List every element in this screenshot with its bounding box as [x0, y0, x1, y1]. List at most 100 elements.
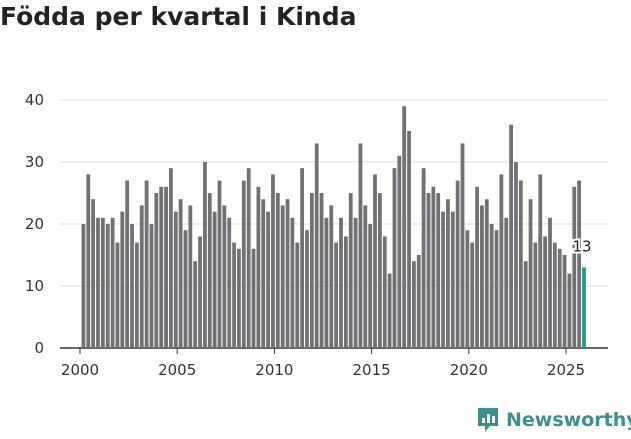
bar	[368, 224, 373, 348]
bar	[514, 162, 518, 348]
x-tick-label: 2015	[353, 361, 391, 379]
bar	[222, 205, 227, 348]
x-tick-label: 2010	[255, 361, 293, 379]
y-tick-label: 0	[34, 339, 44, 357]
bar	[86, 174, 91, 348]
bar	[382, 236, 387, 348]
bar	[548, 217, 552, 348]
bar	[499, 174, 504, 348]
bar	[149, 224, 154, 348]
bar-last-quarter	[582, 267, 586, 348]
bar	[455, 180, 460, 348]
bar	[193, 261, 198, 348]
bar	[567, 273, 572, 348]
bar	[203, 162, 207, 348]
bar	[484, 199, 489, 348]
y-tick-label: 40	[25, 91, 44, 109]
bar	[251, 248, 256, 348]
y-tick-label: 30	[25, 153, 44, 171]
bar	[173, 211, 178, 348]
bar	[421, 168, 426, 348]
bar	[436, 193, 441, 348]
y-tick-label: 20	[25, 215, 44, 233]
bar	[319, 193, 324, 348]
bar	[557, 248, 562, 348]
bar	[110, 217, 115, 348]
bar	[577, 180, 582, 348]
bar	[392, 168, 397, 348]
bar	[363, 205, 368, 348]
bar	[120, 211, 125, 348]
last-value-label: 13	[572, 237, 591, 255]
bar	[402, 106, 407, 348]
bar	[183, 230, 188, 348]
bar	[353, 217, 358, 348]
bar	[217, 180, 222, 348]
bar	[212, 211, 217, 348]
bar	[334, 242, 339, 348]
bar	[523, 261, 528, 348]
x-axis-ticks: 2000 2005 2010 2015 2020 2025	[61, 348, 585, 379]
bar	[348, 193, 353, 348]
bar	[169, 168, 173, 348]
x-tick-label: 2025	[547, 361, 585, 379]
bar	[134, 242, 139, 348]
bar	[232, 242, 236, 348]
bar	[552, 242, 557, 348]
bar	[295, 242, 300, 348]
bar	[373, 174, 377, 348]
bar	[358, 143, 363, 348]
x-tick-label: 2005	[158, 361, 196, 379]
bar	[290, 217, 295, 348]
bar	[562, 255, 567, 348]
bar	[377, 193, 382, 348]
bar	[237, 248, 241, 348]
newsworthy-brand: Newsworthy	[476, 406, 631, 434]
brand-name: Newsworthy	[506, 409, 631, 431]
bar	[246, 168, 251, 348]
bar	[329, 205, 334, 348]
bar	[300, 168, 305, 348]
bar	[572, 186, 577, 348]
bar	[465, 230, 470, 348]
bar	[387, 273, 392, 348]
bar	[178, 199, 183, 348]
bar	[100, 217, 105, 348]
y-axis-ticks: 0 10 20 30 40	[25, 91, 44, 357]
bar	[266, 211, 270, 348]
bar	[441, 211, 445, 348]
bar	[241, 180, 246, 348]
bar	[470, 242, 475, 348]
bar	[130, 224, 134, 348]
bar	[324, 217, 329, 348]
x-tick-label: 2000	[61, 361, 99, 379]
bar	[309, 193, 314, 348]
bar	[198, 236, 202, 348]
bar	[460, 143, 465, 348]
bar	[339, 217, 343, 348]
bar	[261, 199, 266, 348]
bar	[105, 224, 110, 348]
bar	[343, 236, 348, 348]
bar	[139, 205, 144, 348]
bar	[144, 180, 149, 348]
bar	[397, 155, 402, 348]
bar	[96, 217, 100, 348]
bar	[518, 180, 523, 348]
x-tick-label: 2020	[450, 361, 488, 379]
bar	[450, 211, 455, 348]
bar	[91, 199, 96, 348]
annotations: 13	[570, 235, 593, 257]
bar	[305, 230, 309, 348]
bar	[407, 131, 411, 348]
bar	[115, 242, 120, 348]
bar	[207, 193, 212, 348]
y-tick-label: 10	[25, 277, 44, 295]
bar	[412, 261, 416, 348]
bar	[489, 224, 494, 348]
bar	[431, 186, 436, 348]
bar	[475, 186, 479, 348]
bar	[159, 186, 164, 348]
bar	[188, 205, 193, 348]
bar	[543, 236, 548, 348]
